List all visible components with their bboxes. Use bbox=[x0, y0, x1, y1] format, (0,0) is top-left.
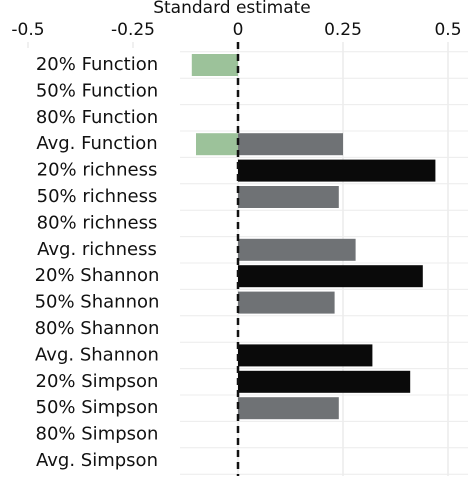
x-tick-label: 0 bbox=[233, 20, 244, 40]
y-tick-label: 20% Shannon bbox=[35, 265, 160, 286]
x-tick-label: 0.5 bbox=[434, 20, 461, 40]
bar bbox=[238, 133, 343, 156]
y-tick-label: 50% Function bbox=[36, 80, 158, 101]
bar bbox=[238, 344, 373, 367]
x-tick-label: 0.25 bbox=[324, 20, 362, 40]
x-tick-label: -0.25 bbox=[111, 20, 155, 40]
y-tick-label: 80% Shannon bbox=[35, 318, 160, 339]
axis-title: Standard estimate bbox=[153, 0, 311, 18]
bar bbox=[238, 265, 423, 288]
bar bbox=[238, 159, 436, 182]
y-tick-label: 80% richness bbox=[37, 212, 158, 233]
y-tick-label: Avg. Simpson bbox=[36, 450, 158, 471]
y-tick-label: 50% richness bbox=[37, 186, 158, 207]
bar bbox=[238, 291, 335, 314]
x-tick-label: -0.5 bbox=[11, 20, 44, 40]
label-panel bbox=[16, 48, 180, 480]
y-tick-label: 20% richness bbox=[37, 160, 158, 181]
bar bbox=[238, 370, 411, 393]
y-tick-label: Avg. Function bbox=[36, 133, 157, 154]
bar bbox=[191, 54, 238, 76]
y-tick-label: 20% Simpson bbox=[36, 371, 159, 392]
bar bbox=[196, 133, 238, 156]
y-tick-label: 80% Simpson bbox=[36, 424, 159, 445]
bar bbox=[238, 397, 339, 420]
bar bbox=[238, 238, 356, 261]
y-tick-label: 20% Function bbox=[36, 54, 158, 75]
y-tick-label: 50% Simpson bbox=[36, 397, 159, 418]
y-tick-label: 80% Function bbox=[36, 107, 158, 128]
bar bbox=[238, 186, 339, 208]
y-tick-label: 50% Shannon bbox=[35, 292, 160, 313]
y-tick-label: Avg. richness bbox=[37, 239, 157, 260]
y-tick-label: Avg. Shannon bbox=[35, 344, 159, 365]
